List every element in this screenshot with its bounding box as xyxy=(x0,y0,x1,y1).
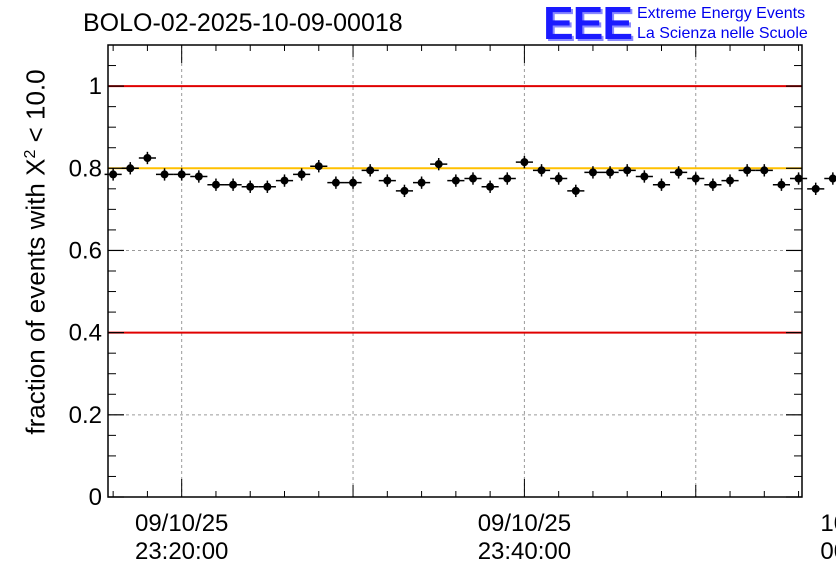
data-point xyxy=(537,166,546,175)
data-point xyxy=(314,162,323,171)
data-point xyxy=(434,160,443,169)
chart-title: BOLO-02-2025-10-09-00018 xyxy=(83,9,403,37)
logo-line-2: La Scienza nelle Scuole xyxy=(637,25,808,42)
data-point xyxy=(674,168,683,177)
x-tick-label-time: 23:40:00 xyxy=(478,538,571,565)
data-point xyxy=(486,182,495,191)
data-points xyxy=(104,151,836,198)
x-tick-label-date: 09/10/25 xyxy=(478,510,571,537)
data-point xyxy=(400,186,409,195)
reference-lines xyxy=(108,85,802,334)
data-point xyxy=(726,176,735,185)
y-label-exp: 2 xyxy=(21,149,39,159)
logo-line-1: Extreme Energy Events xyxy=(637,5,806,22)
x-tick-label-date: 10/10/25 xyxy=(820,510,836,537)
y-tick-label: 1 xyxy=(89,73,102,100)
y-tick-label: 0.8 xyxy=(69,155,102,182)
data-point xyxy=(743,166,752,175)
data-point xyxy=(177,170,186,179)
data-point xyxy=(571,186,580,195)
data-point xyxy=(828,174,836,183)
data-point xyxy=(263,182,272,191)
data-point xyxy=(794,174,803,183)
y-tick-label: 0 xyxy=(89,484,102,511)
x-axis: 09/10/2523:20:0009/10/2523:40:0010/10/25… xyxy=(112,45,836,565)
data-point xyxy=(451,176,460,185)
data-point xyxy=(331,178,340,187)
data-point xyxy=(760,166,769,175)
data-point xyxy=(160,170,169,179)
x-tick-label-time: 23:20:00 xyxy=(135,538,228,565)
data-point xyxy=(194,172,203,181)
x-tick-label-time: 00:00:00 xyxy=(820,538,836,565)
data-point xyxy=(211,180,220,189)
y-axis-label: fraction of events with X2 < 10.0 xyxy=(21,69,52,434)
data-point xyxy=(349,178,358,187)
x-tick-label-date: 09/10/25 xyxy=(135,510,228,537)
y-label-suffix: < 10.0 xyxy=(20,69,51,150)
data-point xyxy=(383,176,392,185)
y-label-prefix: fraction of events with xyxy=(20,175,51,435)
plot-area xyxy=(108,45,802,497)
logo-mark: EEE xyxy=(543,0,633,49)
data-point xyxy=(297,170,306,179)
data-point xyxy=(126,164,135,173)
data-point xyxy=(657,180,666,189)
data-point xyxy=(811,184,820,193)
data-point xyxy=(468,174,477,183)
data-point xyxy=(246,182,255,191)
y-tick-label: 0.6 xyxy=(69,237,102,264)
eee-logo: EEE Extreme Energy Events La Scienza nel… xyxy=(543,0,833,49)
data-point xyxy=(143,154,152,162)
y-label-chi: X xyxy=(20,158,51,176)
data-point xyxy=(691,174,700,183)
data-point xyxy=(520,158,529,167)
data-point xyxy=(229,180,238,189)
data-point xyxy=(606,168,615,177)
data-point xyxy=(777,180,786,189)
data-point xyxy=(640,172,649,181)
data-point xyxy=(708,180,717,189)
y-tick-label: 0.2 xyxy=(69,402,102,429)
data-point xyxy=(554,174,563,183)
data-point xyxy=(623,166,632,175)
data-point xyxy=(588,168,597,177)
data-point xyxy=(280,176,289,185)
data-point xyxy=(503,174,512,183)
data-point xyxy=(417,178,426,187)
y-axis: 0 0.2 0.4 0.6 0.8 1 xyxy=(69,65,802,511)
data-point xyxy=(109,170,118,179)
data-point xyxy=(366,166,375,175)
y-tick-label: 0.4 xyxy=(69,320,102,347)
